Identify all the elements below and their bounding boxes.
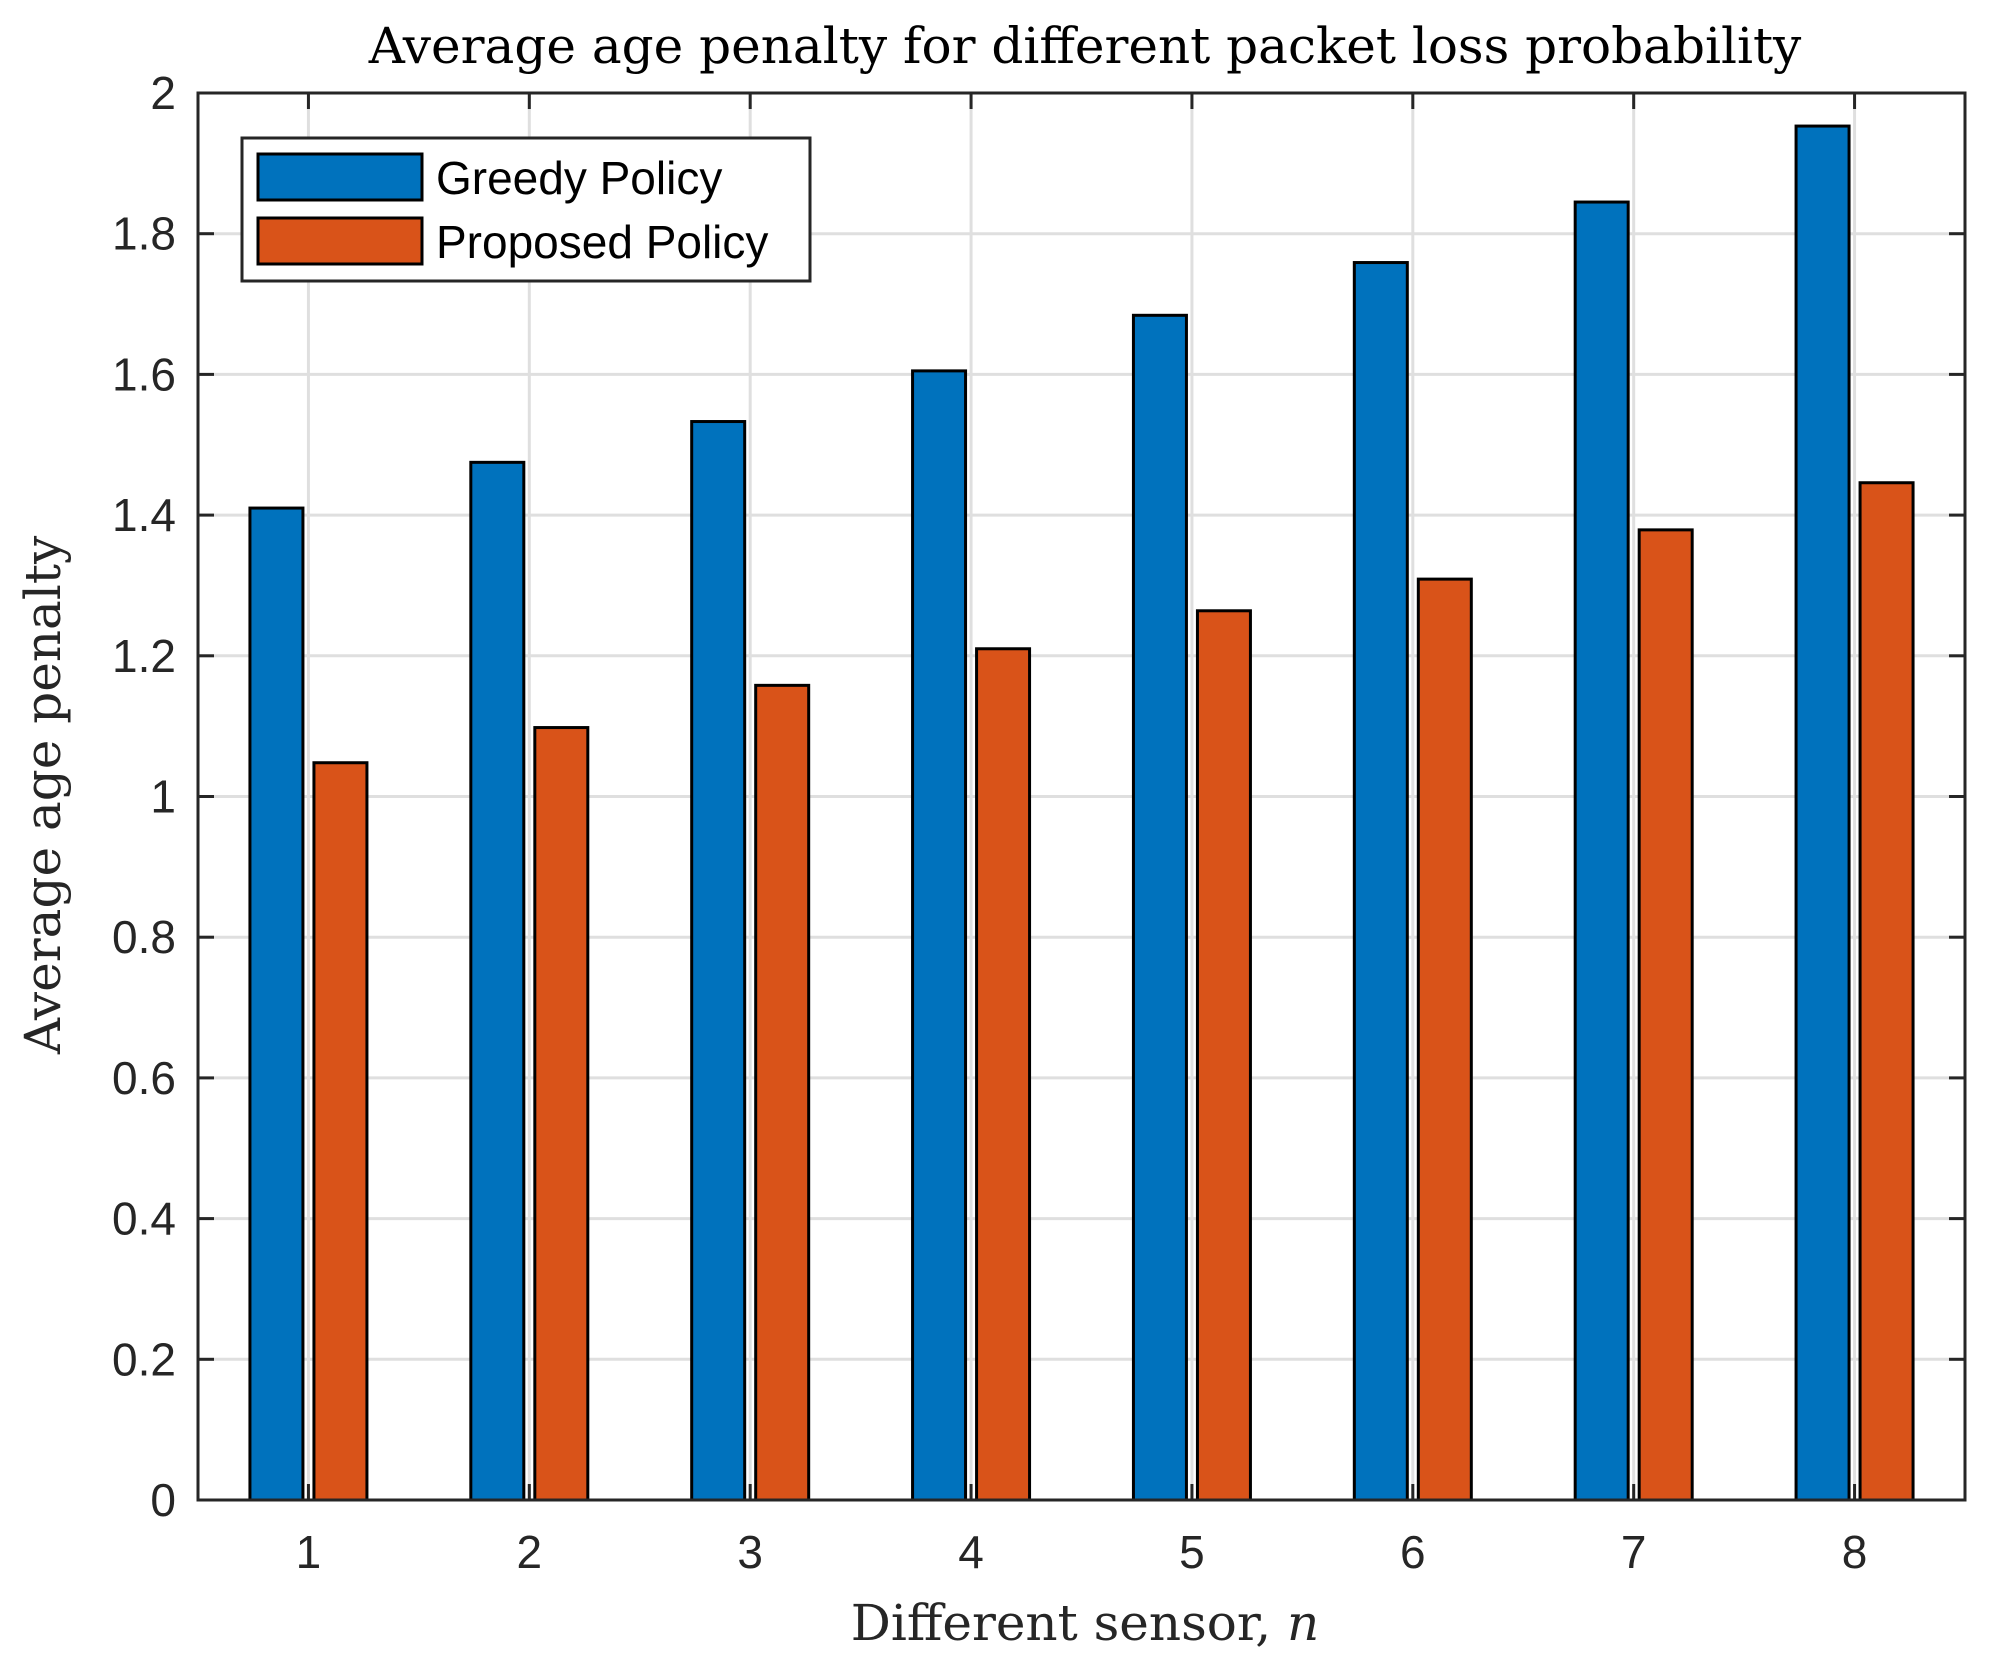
x-tick-label: 8: [1842, 1526, 1868, 1578]
x-tick-label: 7: [1621, 1526, 1647, 1578]
legend-swatch-greedy-policy: [256, 152, 424, 202]
x-tick-label: 4: [958, 1526, 984, 1578]
y-axis-title: Average age penalty: [14, 535, 72, 1055]
y-tick-label: 2: [150, 67, 176, 119]
bar-greedy-policy-4: [911, 369, 968, 1502]
x-tick-label: 1: [296, 1526, 322, 1578]
bar-greedy-policy-3: [690, 420, 747, 1502]
bar-proposed-policy-6: [1416, 577, 1473, 1502]
y-tick-label: 1.6: [112, 348, 176, 400]
chart-title: Average age penalty for different packet…: [368, 17, 1802, 75]
y-tick-label: 0.8: [112, 911, 176, 963]
y-tick-label: 0.6: [112, 1052, 176, 1104]
bar-proposed-policy-4: [975, 647, 1032, 1502]
bar-greedy-policy-5: [1131, 313, 1188, 1502]
bar-greedy-policy-2: [469, 460, 526, 1502]
y-tick-label: 0.4: [112, 1193, 176, 1245]
bar-proposed-policy-3: [754, 683, 811, 1502]
x-tick-label: 6: [1400, 1526, 1426, 1578]
x-axis-title-text: Different sensor,: [851, 1594, 1287, 1652]
bar-greedy-policy-7: [1573, 200, 1630, 1502]
bar-greedy-policy-1: [248, 506, 305, 1502]
y-tick-label: 0: [150, 1474, 176, 1526]
bar-proposed-policy-8: [1858, 481, 1915, 1502]
x-axis-title: Different sensor, n: [851, 1594, 1319, 1652]
bar-greedy-policy-6: [1352, 261, 1409, 1502]
legend: Greedy Policy Proposed Policy: [240, 136, 812, 283]
legend-label-proposed-policy: Proposed Policy: [436, 216, 768, 268]
legend-label-greedy-policy: Greedy Policy: [436, 152, 722, 204]
bar-greedy-policy-8: [1794, 124, 1851, 1502]
x-tick-label: 2: [517, 1526, 543, 1578]
y-tick-label: 1.8: [112, 208, 176, 260]
bar-proposed-policy-7: [1637, 528, 1694, 1502]
x-axis-title-variable: n: [1287, 1594, 1319, 1652]
y-tick-label: 1: [150, 771, 176, 823]
y-tick-label: 1.2: [112, 630, 176, 682]
x-tick-label: 3: [737, 1526, 763, 1578]
bar-proposed-policy-1: [312, 761, 369, 1502]
plot-area: 0 0.2 0.4 0.6 0.8 1 1.2 1.4 1.6 1.8 2 1 2 3 4 5 6 7 8 Greed…: [112, 67, 1967, 1578]
legend-swatch-proposed-policy: [256, 216, 424, 266]
y-tick-label: 1.4: [112, 489, 176, 541]
y-tick-label: 0.2: [112, 1333, 176, 1385]
x-tick-label: 5: [1179, 1526, 1205, 1578]
bar-proposed-policy-5: [1195, 609, 1252, 1502]
bar-proposed-policy-2: [533, 726, 590, 1502]
